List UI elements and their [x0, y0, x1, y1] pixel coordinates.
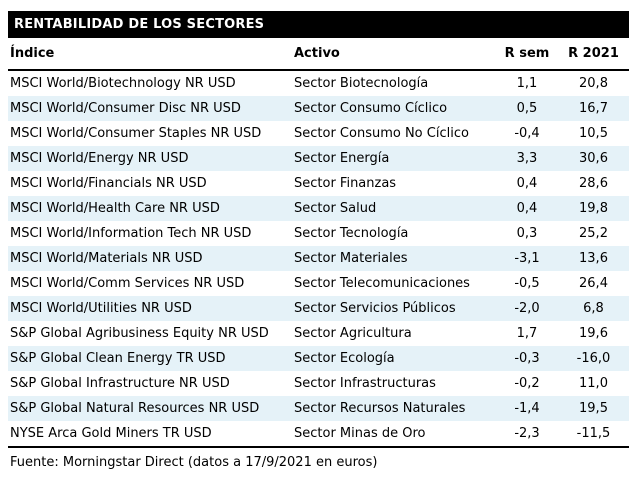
- cell-r-sem: -2,0: [514, 301, 540, 316]
- cell-indice: MSCI World/Utilities NR USD: [10, 301, 192, 316]
- table-row: NYSE Arca Gold Miners TR USD Sector Minas…: [8, 421, 629, 448]
- cell-indice: MSCI World/Financials NR USD: [10, 176, 207, 191]
- cell-activo: Sector Consumo Cíclico: [294, 101, 448, 116]
- cell-activo: Sector Biotecnología: [294, 76, 429, 91]
- cell-r-2021: 19,8: [579, 201, 608, 216]
- cell-indice: S&P Global Infrastructure NR USD: [10, 376, 230, 391]
- cell-indice: MSCI World/Comm Services NR USD: [10, 276, 245, 291]
- cell-r-2021: 26,4: [579, 276, 608, 291]
- cell-indice: MSCI World/Consumer Disc NR USD: [10, 101, 241, 116]
- cell-r-sem: 1,7: [516, 326, 538, 341]
- cell-indice: MSCI World/Information Tech NR USD: [10, 226, 252, 241]
- column-header-activo: Activo: [292, 38, 496, 71]
- cell-indice: MSCI World/Health Care NR USD: [10, 201, 220, 216]
- table-row: MSCI World/Health Care NR USD Sector Salu…: [8, 196, 629, 221]
- cell-r-2021: 16,7: [579, 101, 608, 116]
- cell-activo: Sector Salud: [294, 201, 377, 216]
- cell-indice: MSCI World/Materials NR USD: [10, 251, 203, 266]
- cell-activo: Sector Materiales: [294, 251, 408, 266]
- cell-indice: S&P Global Agribusiness Equity NR USD: [10, 326, 269, 341]
- table-row: MSCI World/Information Tech NR USD Sector…: [8, 221, 629, 246]
- cell-activo: Sector Ecología: [294, 351, 395, 366]
- cell-r-sem: -0,5: [514, 276, 540, 291]
- cell-activo: Sector Minas de Oro: [292, 421, 496, 448]
- cell-indice: S&P Global Clean Energy TR USD: [10, 351, 226, 366]
- data-table: Índice Activo R sem R 2021 MSCI World/Bi…: [8, 38, 629, 448]
- cell-r-sem: -0,2: [514, 376, 540, 391]
- cell-r-2021: 6,8: [583, 301, 604, 316]
- cell-r-sem: -0,4: [514, 126, 540, 141]
- table-row: MSCI World/Utilities NR USD Sector Servic…: [8, 296, 629, 321]
- cell-activo: Sector Consumo No Cíclico: [294, 126, 469, 141]
- page-title: RENTABILIDAD DE LOS SECTORES: [8, 11, 629, 38]
- cell-r-2021: 11,0: [579, 376, 608, 391]
- cell-activo: Sector Tecnología: [294, 226, 409, 241]
- cell-r-sem: 0,4: [516, 201, 538, 216]
- table-row: MSCI World/Comm Services NR USD Sector Te…: [8, 271, 629, 296]
- cell-r-2021: 19,6: [579, 326, 608, 341]
- table-row: MSCI World/Consumer Disc NR USD Sector Co…: [8, 96, 629, 121]
- table-row: MSCI World/Financials NR USD Sector Finan…: [8, 171, 629, 196]
- cell-r-sem: 0,3: [516, 226, 538, 241]
- cell-indice: MSCI World/Consumer Staples NR USD: [10, 126, 262, 141]
- cell-indice: MSCI World/Biotechnology NR USD: [10, 76, 236, 91]
- sector-returns-table: RENTABILIDAD DE LOS SECTORES Índice Acti…: [8, 11, 629, 470]
- table-row: MSCI World/Materials NR USD Sector Materi…: [8, 246, 629, 271]
- cell-r-sem: -0,3: [514, 351, 540, 366]
- cell-r-sem: 0,5: [516, 101, 538, 116]
- cell-r-sem: 3,3: [516, 151, 538, 166]
- cell-activo: Sector Finanzas: [294, 176, 397, 191]
- column-header-r-2021: R 2021: [558, 38, 629, 71]
- cell-r-sem: 0,4: [516, 176, 538, 191]
- cell-r-2021: -16,0: [576, 351, 611, 366]
- cell-r-2021: 10,5: [579, 126, 608, 141]
- table-row: MSCI World/Consumer Staples NR USD Sector…: [8, 121, 629, 146]
- column-header-indice: Índice: [8, 38, 292, 71]
- cell-indice: NYSE Arca Gold Miners TR USD: [8, 421, 292, 448]
- cell-activo: Sector Agricultura: [294, 326, 412, 341]
- header-row: Índice Activo R sem R 2021: [8, 38, 629, 71]
- source-note: Fuente: Morningstar Direct (datos a 17/9…: [10, 455, 378, 470]
- table-row: MSCI World/Energy NR USD Sector Energía 3,…: [8, 146, 629, 171]
- cell-indice: S&P Global Natural Resources NR USD: [10, 401, 260, 416]
- cell-activo: Sector Servicios Públicos: [294, 301, 456, 316]
- cell-activo: Sector Infrastructuras: [294, 376, 436, 391]
- cell-r-2021: 30,6: [579, 151, 608, 166]
- cell-r-2021: 20,8: [579, 76, 608, 91]
- cell-activo: Sector Energía: [294, 151, 390, 166]
- cell-r-sem: -3,1: [514, 251, 540, 266]
- cell-r-2021: 19,5: [579, 401, 608, 416]
- cell-r-2021: 13,6: [579, 251, 608, 266]
- table-row: MSCI World/Biotechnology NR USD Sector Bi…: [8, 70, 629, 96]
- cell-activo: Sector Telecomunicaciones: [294, 276, 470, 291]
- table-row: S&P Global Agribusiness Equity NR USD Sec…: [8, 321, 629, 346]
- cell-r-sem: -2,3: [496, 421, 558, 448]
- cell-r-2021: -11,5: [558, 421, 629, 448]
- table-row: S&P Global Infrastructure NR USD Sector I…: [8, 371, 629, 396]
- cell-r-2021: 25,2: [579, 226, 608, 241]
- table-body: MSCI World/Biotechnology NR USD Sector Bi…: [8, 70, 629, 448]
- cell-activo: Sector Recursos Naturales: [294, 401, 466, 416]
- column-header-r-sem: R sem: [496, 38, 558, 71]
- cell-r-sem: -1,4: [514, 401, 540, 416]
- table-row: S&P Global Natural Resources NR USD Secto…: [8, 396, 629, 421]
- table-row: S&P Global Clean Energy TR USD Sector Eco…: [8, 346, 629, 371]
- cell-r-2021: 28,6: [579, 176, 608, 191]
- cell-r-sem: 1,1: [516, 76, 538, 91]
- cell-indice: MSCI World/Energy NR USD: [10, 151, 189, 166]
